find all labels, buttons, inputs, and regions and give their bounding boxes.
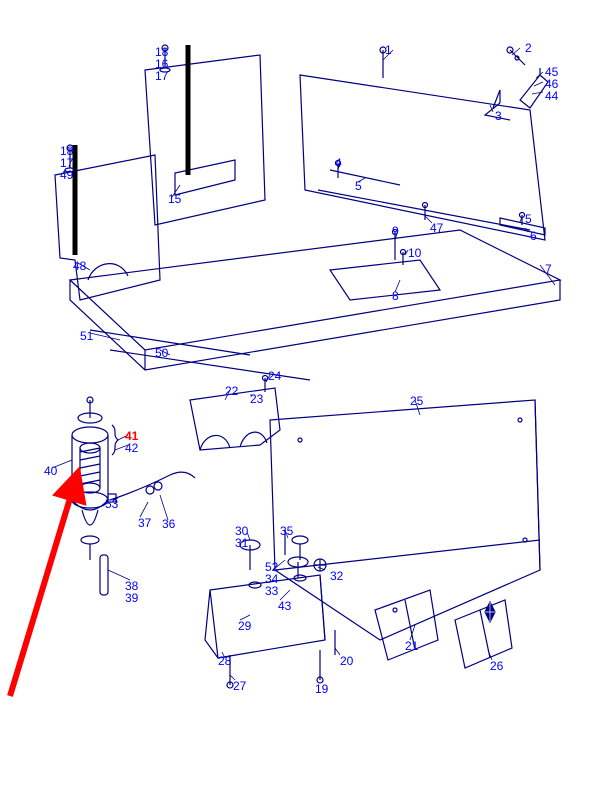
callout-15: 15 <box>168 193 181 205</box>
callout-33: 33 <box>265 585 278 597</box>
callout-48: 48 <box>73 260 86 272</box>
callout-10: 10 <box>408 247 421 259</box>
callout-27: 27 <box>233 680 246 692</box>
callout-24: 24 <box>268 370 281 382</box>
callout-52: 52 <box>265 561 278 573</box>
callout-17: 17 <box>155 70 168 82</box>
callout-46: 46 <box>545 78 558 90</box>
callout-5: 5 <box>525 213 532 225</box>
callout-22: 22 <box>225 385 238 397</box>
callout-35: 35 <box>280 525 293 537</box>
callout-42: 42 <box>125 442 138 454</box>
callout-44: 44 <box>545 90 558 102</box>
callout-26: 26 <box>490 660 503 672</box>
callout-2: 2 <box>525 42 532 54</box>
callout-31: 31 <box>235 537 248 549</box>
diagram-lines <box>0 0 600 791</box>
callout-1: 1 <box>385 44 392 56</box>
callout-36: 36 <box>162 518 175 530</box>
callout-21: 21 <box>405 640 418 652</box>
callout-19: 19 <box>315 683 328 695</box>
callout-4: 4 <box>335 157 342 169</box>
highlight-arrow <box>10 472 78 696</box>
callout-39: 39 <box>125 592 138 604</box>
parts-diagram: 1234556789101516171718181920212223242526… <box>0 0 600 791</box>
callout-18: 18 <box>155 46 168 58</box>
callout-25: 25 <box>410 395 423 407</box>
callout-5: 5 <box>355 180 362 192</box>
callout-49: 49 <box>60 169 73 181</box>
callout-6: 6 <box>530 230 537 242</box>
callout-43: 43 <box>278 600 291 612</box>
callout-3: 3 <box>495 110 502 122</box>
callout-47: 47 <box>430 222 443 234</box>
callout-8: 8 <box>392 290 399 302</box>
callout-32: 32 <box>330 570 343 582</box>
callout-37: 37 <box>138 517 151 529</box>
callout-20: 20 <box>340 655 353 667</box>
callout-40: 40 <box>44 465 57 477</box>
callout-29: 29 <box>238 620 251 632</box>
callout-34: 34 <box>265 573 278 585</box>
callout-51: 51 <box>80 330 93 342</box>
callout-53: 53 <box>105 498 118 510</box>
callout-23: 23 <box>250 393 263 405</box>
callout-7: 7 <box>545 263 552 275</box>
callout-9: 9 <box>392 225 399 237</box>
callout-50: 50 <box>155 347 168 359</box>
callout-28: 28 <box>218 655 231 667</box>
callout-18: 18 <box>60 145 73 157</box>
callout-highlight-41: 41 <box>125 430 138 442</box>
